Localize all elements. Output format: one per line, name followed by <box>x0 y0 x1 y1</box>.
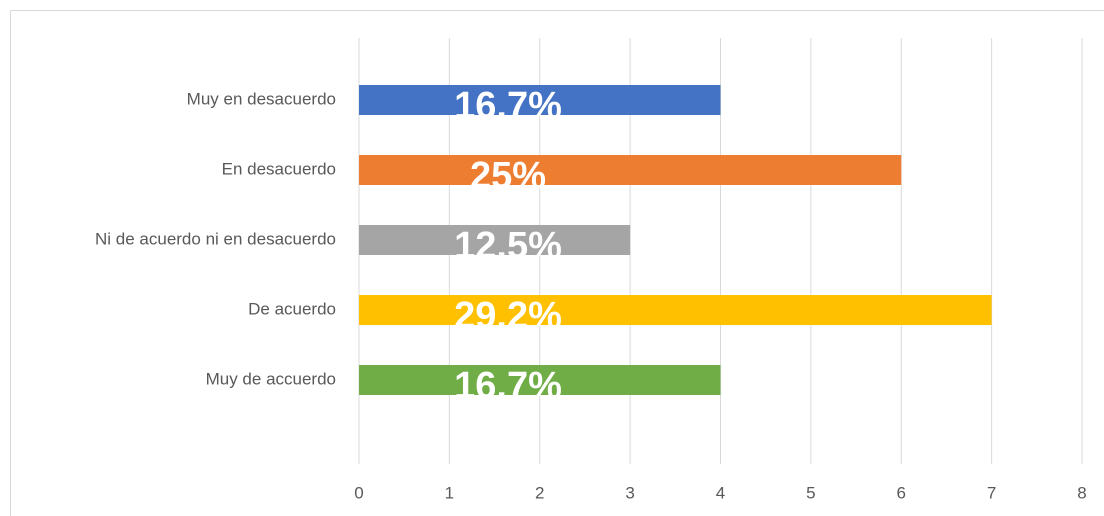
y-tick-label: De acuerdo <box>248 299 336 318</box>
x-tick-label: 0 <box>354 483 363 502</box>
x-tick-label: 5 <box>806 483 815 502</box>
data-label: 12.5% <box>454 225 562 267</box>
x-tick-label: 3 <box>625 483 634 502</box>
bar <box>359 365 721 395</box>
data-label: 25% <box>470 155 546 197</box>
x-tick-label: 6 <box>897 483 906 502</box>
data-label: 16.7% <box>454 85 562 127</box>
x-tick-label: 8 <box>1077 483 1086 502</box>
x-tick-label: 2 <box>535 483 544 502</box>
y-tick-label: En desacuerdo <box>222 159 336 178</box>
y-tick-label: Muy de accuerdo <box>206 369 336 388</box>
x-tick-label: 4 <box>716 483 725 502</box>
bar <box>359 295 992 325</box>
x-tick-label: 1 <box>445 483 454 502</box>
y-tick-label: Ni de acuerdo ni en desacuerdo <box>95 229 336 248</box>
x-tick-label: 7 <box>987 483 996 502</box>
data-label: 16.7% <box>454 365 562 407</box>
bar <box>359 85 721 115</box>
bar <box>359 225 631 255</box>
y-tick-label: Muy en desacuerdo <box>187 89 336 108</box>
bar <box>359 155 902 185</box>
data-label: 29.2% <box>454 295 562 337</box>
